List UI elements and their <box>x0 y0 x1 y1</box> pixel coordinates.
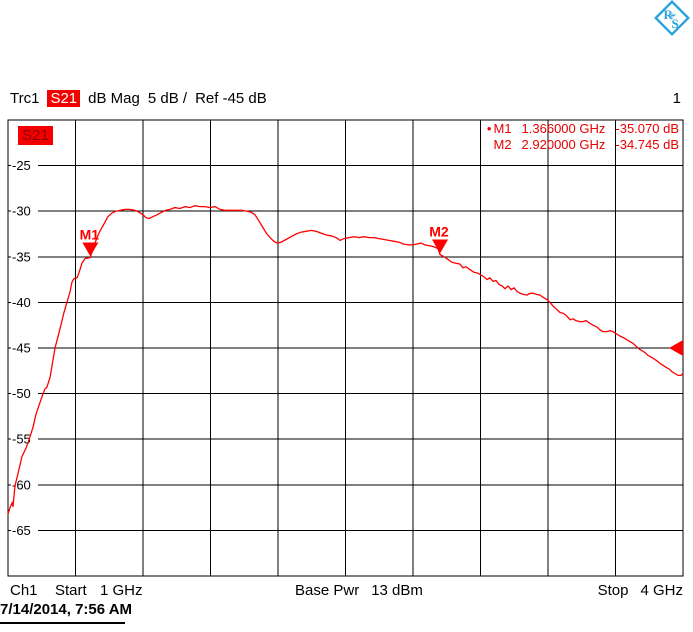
logo-letter-r: R <box>664 7 674 22</box>
sweep-stop-value[interactable]: 4 GHz <box>640 582 683 599</box>
ref-level-arrow-icon[interactable] <box>669 340 683 356</box>
logo-letter-s: S <box>672 16 679 31</box>
marker-label-m1: M1 <box>80 226 100 242</box>
trace-ref-level: Ref -45 dB <box>195 90 267 107</box>
measurement-badge[interactable]: S21 <box>47 90 81 107</box>
rohde-schwarz-logo: R S <box>654 0 690 36</box>
base-power-info: Base Pwr 13 dBm <box>295 582 423 599</box>
y-axis-tick-label: -30 <box>12 204 31 219</box>
y-axis-tick-label: -35 <box>12 249 31 264</box>
sweep-start-value[interactable]: 1 GHz <box>100 582 143 599</box>
y-tick-backing <box>11 157 38 173</box>
y-tick-backing <box>11 385 38 401</box>
marker-triangle-m1[interactable] <box>82 242 99 257</box>
timestamp-underline <box>0 622 125 624</box>
y-tick-backing <box>11 248 38 264</box>
timestamp: 7/14/2014, 7:56 AM <box>0 601 133 618</box>
y-axis-tick-label: -65 <box>12 523 31 538</box>
marker-readout: • M1 1.366000 GHz -35.070 dB M2 2.920000 … <box>487 121 679 152</box>
y-axis-tick-label: -50 <box>12 386 31 401</box>
marker-frequency: 2.920000 GHz <box>521 137 606 152</box>
marker-frequency: 1.366000 GHz <box>521 121 606 136</box>
base-power-value[interactable]: 13 dBm <box>371 582 423 599</box>
trace-name: Trc1 <box>10 90 40 107</box>
trace-settings-bar[interactable]: Trc1 S21 dB Mag 5 dB / Ref -45 dB <box>10 90 267 107</box>
y-axis-tick-label: -45 <box>12 341 31 356</box>
marker-level: -34.745 dB <box>615 137 679 152</box>
marker-name: • M1 <box>486 121 512 136</box>
marker-label-m2: M2 <box>429 223 449 239</box>
trace-scale: 5 dB / <box>147 90 188 107</box>
y-tick-backing <box>11 522 38 538</box>
logo-diamond <box>654 0 690 36</box>
y-axis-tick-label: -40 <box>12 295 31 310</box>
channel-info: Ch1 Start 1 GHz <box>10 582 143 599</box>
y-tick-backing <box>11 203 38 219</box>
diagram-number: 1 <box>672 90 681 107</box>
trace-format: dB Mag <box>88 90 140 107</box>
channel-name: Ch1 <box>10 582 38 599</box>
marker-triangle-m2[interactable] <box>432 239 448 254</box>
marker-level: -35.070 dB <box>615 121 679 136</box>
base-power-label: Base Pwr <box>295 582 360 599</box>
marker-name: M2 <box>493 137 512 152</box>
trace-label-badge[interactable]: S21 <box>18 126 53 145</box>
y-tick-backing <box>11 431 38 447</box>
y-tick-backing <box>11 476 38 492</box>
sweep-start-label: Start <box>55 582 87 599</box>
sweep-stop-info: Stop 4 GHz <box>598 582 683 599</box>
y-axis-tick-label: -55 <box>12 432 31 447</box>
sweep-stop-label: Stop <box>597 582 629 599</box>
active-marker-bullet: • <box>486 121 492 136</box>
y-tick-backing <box>11 294 38 310</box>
y-tick-backing <box>11 340 38 355</box>
y-axis-tick-label: -25 <box>12 158 31 173</box>
